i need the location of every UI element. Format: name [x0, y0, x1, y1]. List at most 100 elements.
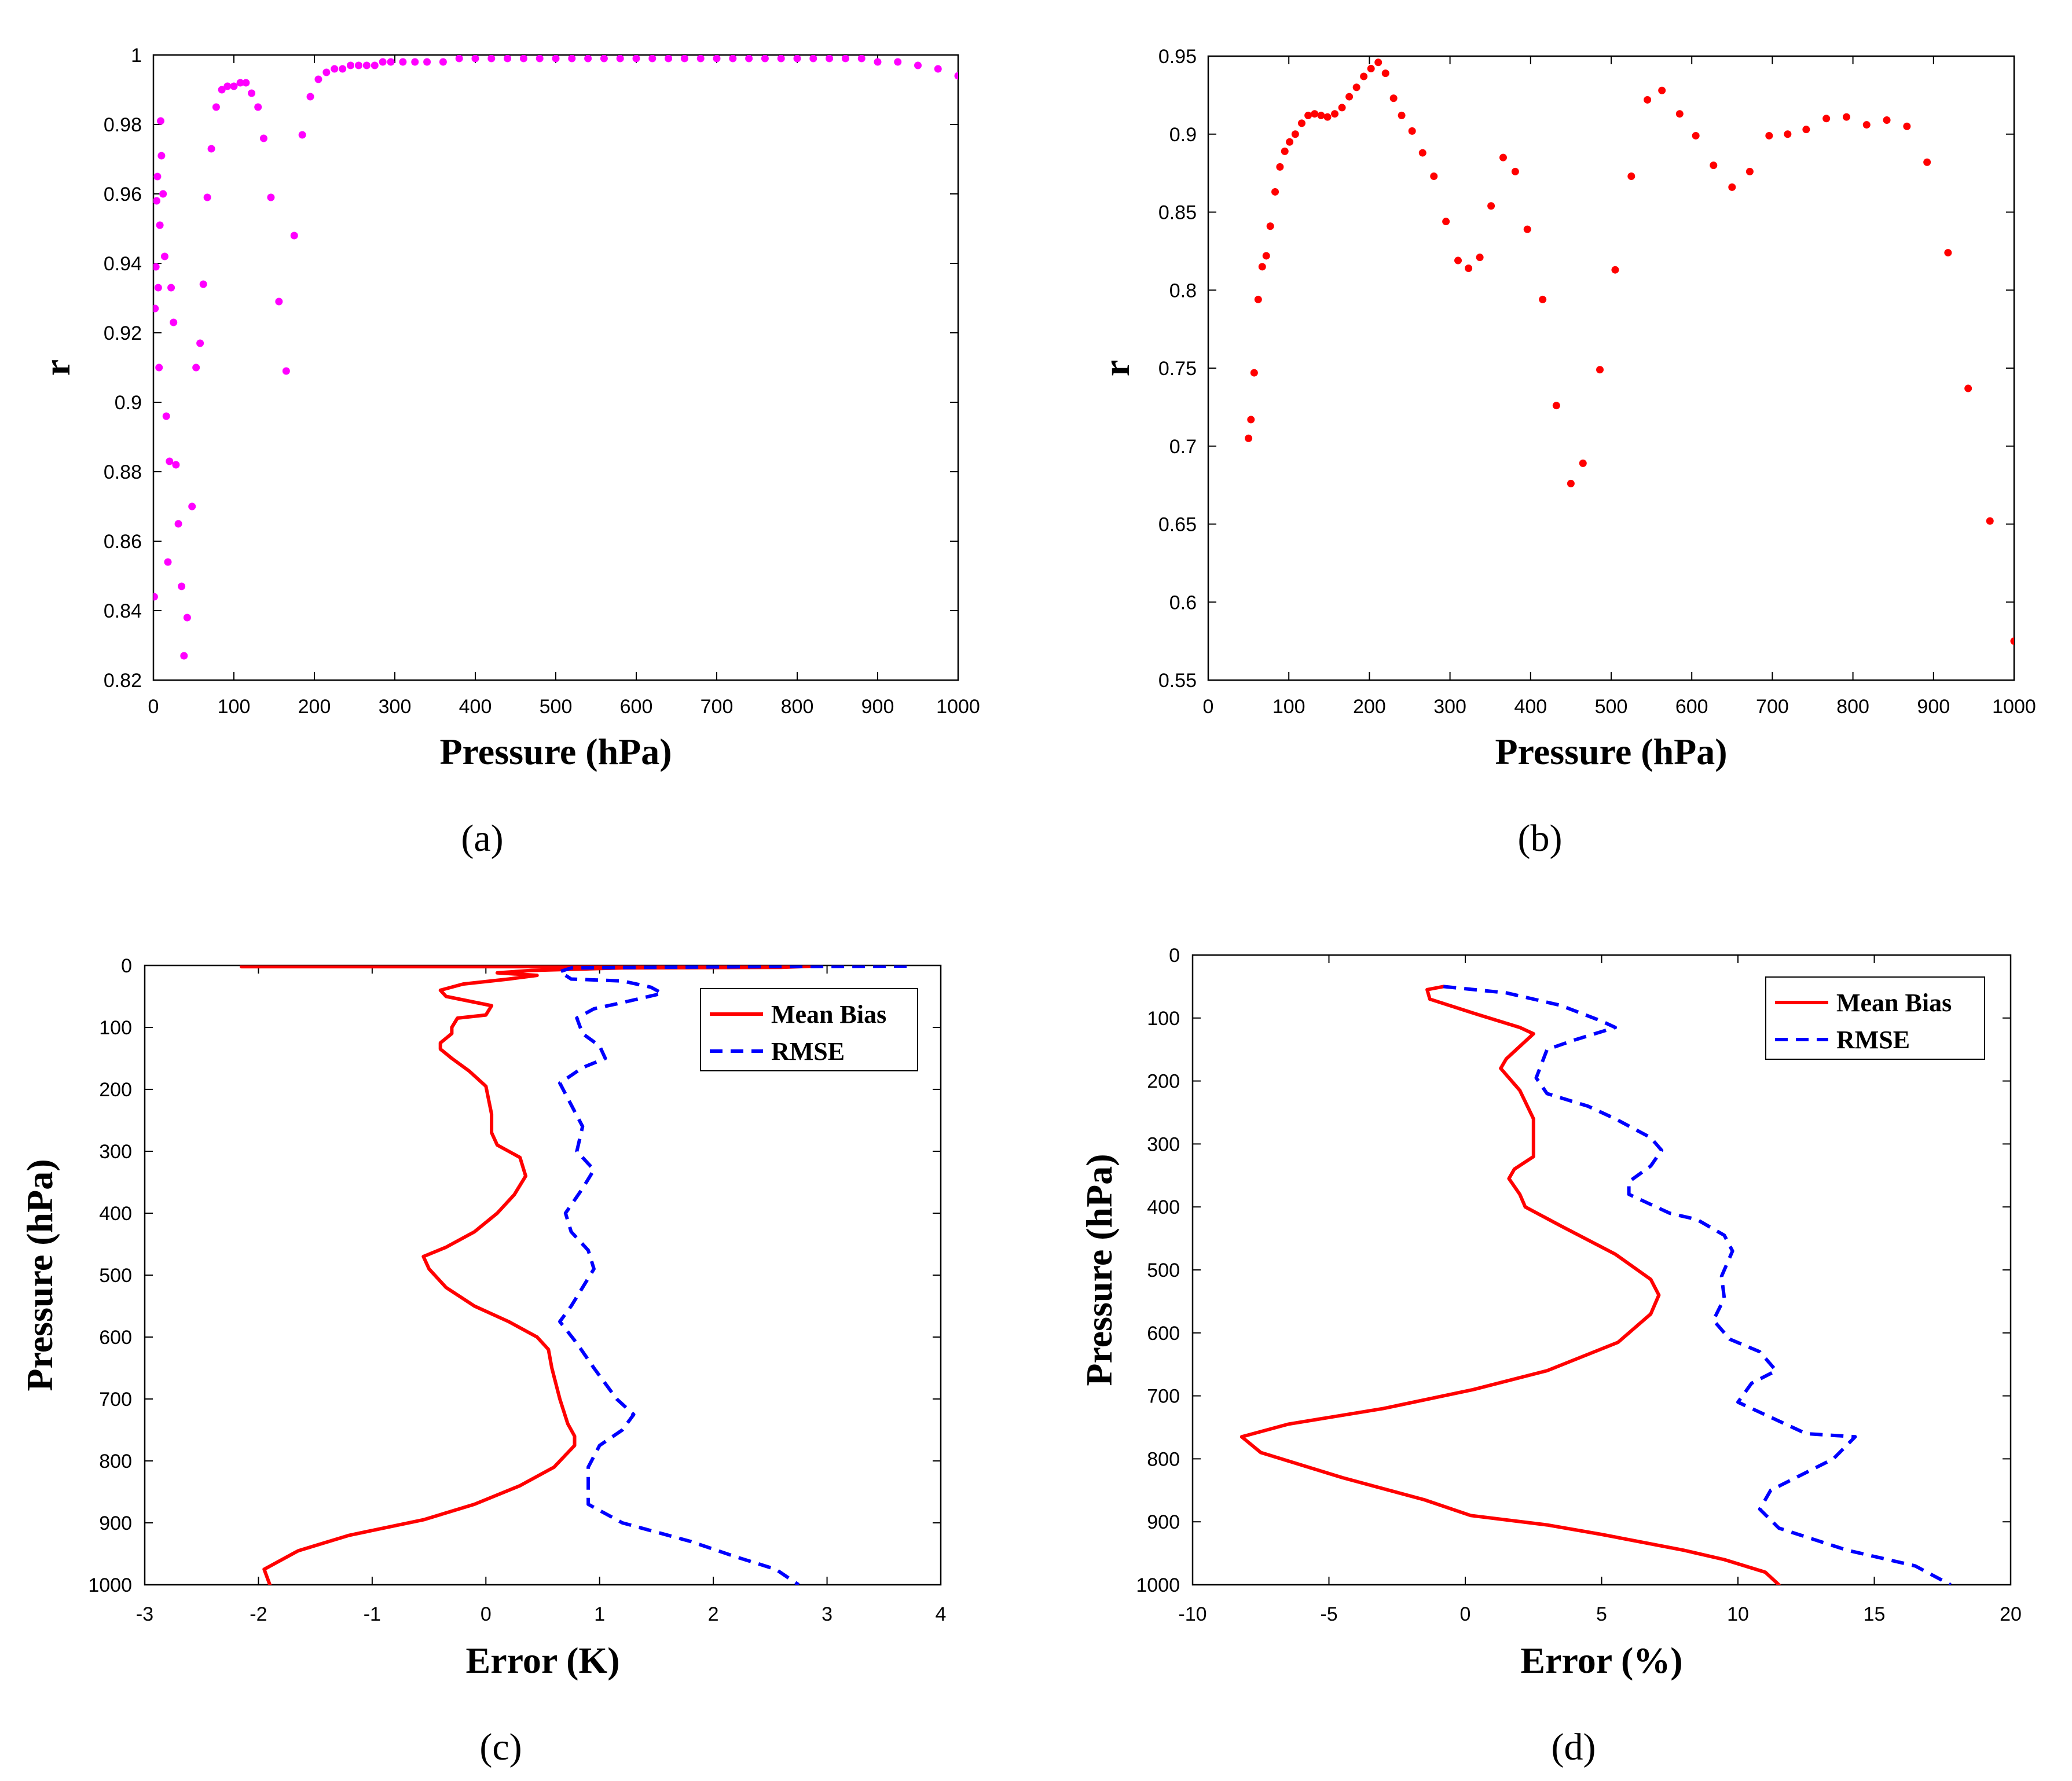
y-axis-label: Pressure (hPa): [19, 1159, 60, 1391]
x-tick-label: 300: [379, 696, 412, 718]
x-tick-label: 0: [148, 696, 159, 718]
legend-entry: RMSE: [1836, 1026, 1910, 1054]
scatter-point: [552, 55, 560, 63]
y-tick-label: 0.7: [1169, 436, 1197, 458]
scatter-point: [1611, 266, 1619, 274]
y-tick-label: 300: [1147, 1133, 1180, 1155]
scatter-point: [1842, 113, 1850, 121]
y-tick-label: 1000: [88, 1574, 132, 1596]
y-tick-label: 0.92: [104, 322, 142, 344]
scatter-point: [1442, 218, 1450, 226]
x-tick-label: 2: [708, 1603, 719, 1625]
scatter-point: [1745, 167, 1754, 175]
scatter-point: [1389, 94, 1398, 102]
y-tick-label: 0.95: [1158, 46, 1197, 68]
scatter-point: [439, 58, 447, 66]
scatter-point: [1822, 115, 1831, 123]
x-tick-label: 0: [1203, 696, 1214, 718]
scatter-point: [2010, 637, 2014, 645]
scatter-point: [188, 502, 196, 511]
x-tick-label: -1: [364, 1603, 381, 1625]
scatter-point: [153, 593, 158, 601]
scatter-point: [1338, 104, 1346, 112]
scatter-point: [1511, 167, 1519, 175]
x-tick-label: 700: [1756, 696, 1789, 718]
scatter-point: [1418, 149, 1426, 157]
x-tick-label: 900: [861, 696, 894, 718]
scatter-point: [1644, 96, 1652, 104]
scatter-point: [1552, 402, 1560, 410]
scatter-point: [230, 82, 238, 90]
y-tick-label: 300: [99, 1141, 132, 1163]
y-tick-label: 400: [1147, 1196, 1180, 1218]
scatter-point: [1245, 434, 1253, 442]
panel-c: -3 -2 -1 0 1 2 3 4 0 100 200 300 400 500 600 700 800 900 1…: [19, 955, 946, 1768]
y-tick-label: 100: [99, 1017, 132, 1039]
panel-a: 0 100 200 300 400 500 600 700 800 900 1000 0.82 0.84…: [36, 45, 980, 860]
scatter-point: [1297, 119, 1305, 127]
y-tick-label: 100: [1147, 1008, 1180, 1030]
scatter-point: [954, 72, 958, 80]
scatter-point: [1311, 110, 1319, 118]
scatter-point: [218, 86, 226, 94]
scatter-point: [379, 58, 387, 66]
scatter-point: [584, 55, 592, 63]
y-tick-label: 0: [1169, 945, 1180, 967]
scatter-point: [696, 55, 705, 63]
x-axis-label: Error (K): [466, 1640, 620, 1681]
scatter-point: [1266, 222, 1274, 230]
scatter-point: [1476, 254, 1484, 262]
rmse-line: [558, 965, 907, 1585]
scatter-point: [174, 520, 182, 528]
scatter-point: [1487, 202, 1495, 210]
x-tick-label: 3: [822, 1603, 833, 1625]
scatter-point: [331, 65, 339, 73]
scatter-point: [487, 55, 496, 63]
scatter-point: [894, 58, 902, 66]
scatter-point: [196, 339, 204, 347]
scatter-point: [1675, 110, 1684, 118]
scatter-point: [154, 284, 162, 292]
scatter-point: [857, 55, 866, 63]
scatter-point: [713, 55, 721, 63]
scatter-point: [1286, 138, 1294, 146]
x-tick-label: 800: [1836, 696, 1869, 718]
scatter-point: [680, 55, 688, 63]
scatter-point: [729, 55, 737, 63]
legend: Mean Bias RMSE: [700, 988, 918, 1071]
y-axis-label: r: [36, 359, 78, 376]
y-axis-label: r: [1096, 360, 1137, 376]
x-tick-label: 600: [620, 696, 653, 718]
y-tick-label: 600: [99, 1327, 132, 1349]
scatter-point: [212, 103, 220, 111]
y-tick-label: 0.65: [1158, 514, 1197, 536]
x-axis-label: Error (%): [1520, 1640, 1682, 1681]
scatter-point: [1258, 263, 1266, 271]
x-tick-label: 0: [481, 1603, 492, 1625]
x-tick-label: 200: [298, 696, 331, 718]
scatter-point: [1254, 295, 1262, 303]
scatter-point: [1692, 131, 1700, 139]
y-tick-label: 0.88: [104, 461, 142, 483]
legend-entry: Mean Bias: [771, 1000, 886, 1029]
y-tick-label: 0.9: [1169, 124, 1197, 146]
scatter-point: [339, 65, 347, 73]
scatter-point: [1352, 83, 1360, 91]
scatter-point: [1398, 111, 1406, 119]
legend-box: [1765, 976, 1985, 1060]
scatter-point: [1627, 172, 1635, 181]
y-tick-label: 800: [99, 1450, 132, 1472]
y-tick-label: 0.98: [104, 114, 142, 136]
x-tick-label: 300: [1433, 696, 1466, 718]
x-tick-label: -2: [250, 1603, 267, 1625]
scatter-point: [371, 61, 379, 69]
scatter-point: [399, 58, 407, 66]
x-tick-label: 200: [1353, 696, 1386, 718]
scatter-point: [153, 172, 162, 181]
scatter-point: [826, 55, 834, 63]
y-tick-label: 600: [1147, 1323, 1180, 1345]
legend-entry: RMSE: [771, 1037, 845, 1066]
panel-label: (a): [461, 817, 503, 860]
scatter-point: [632, 55, 640, 63]
scatter-point: [1360, 72, 1368, 80]
